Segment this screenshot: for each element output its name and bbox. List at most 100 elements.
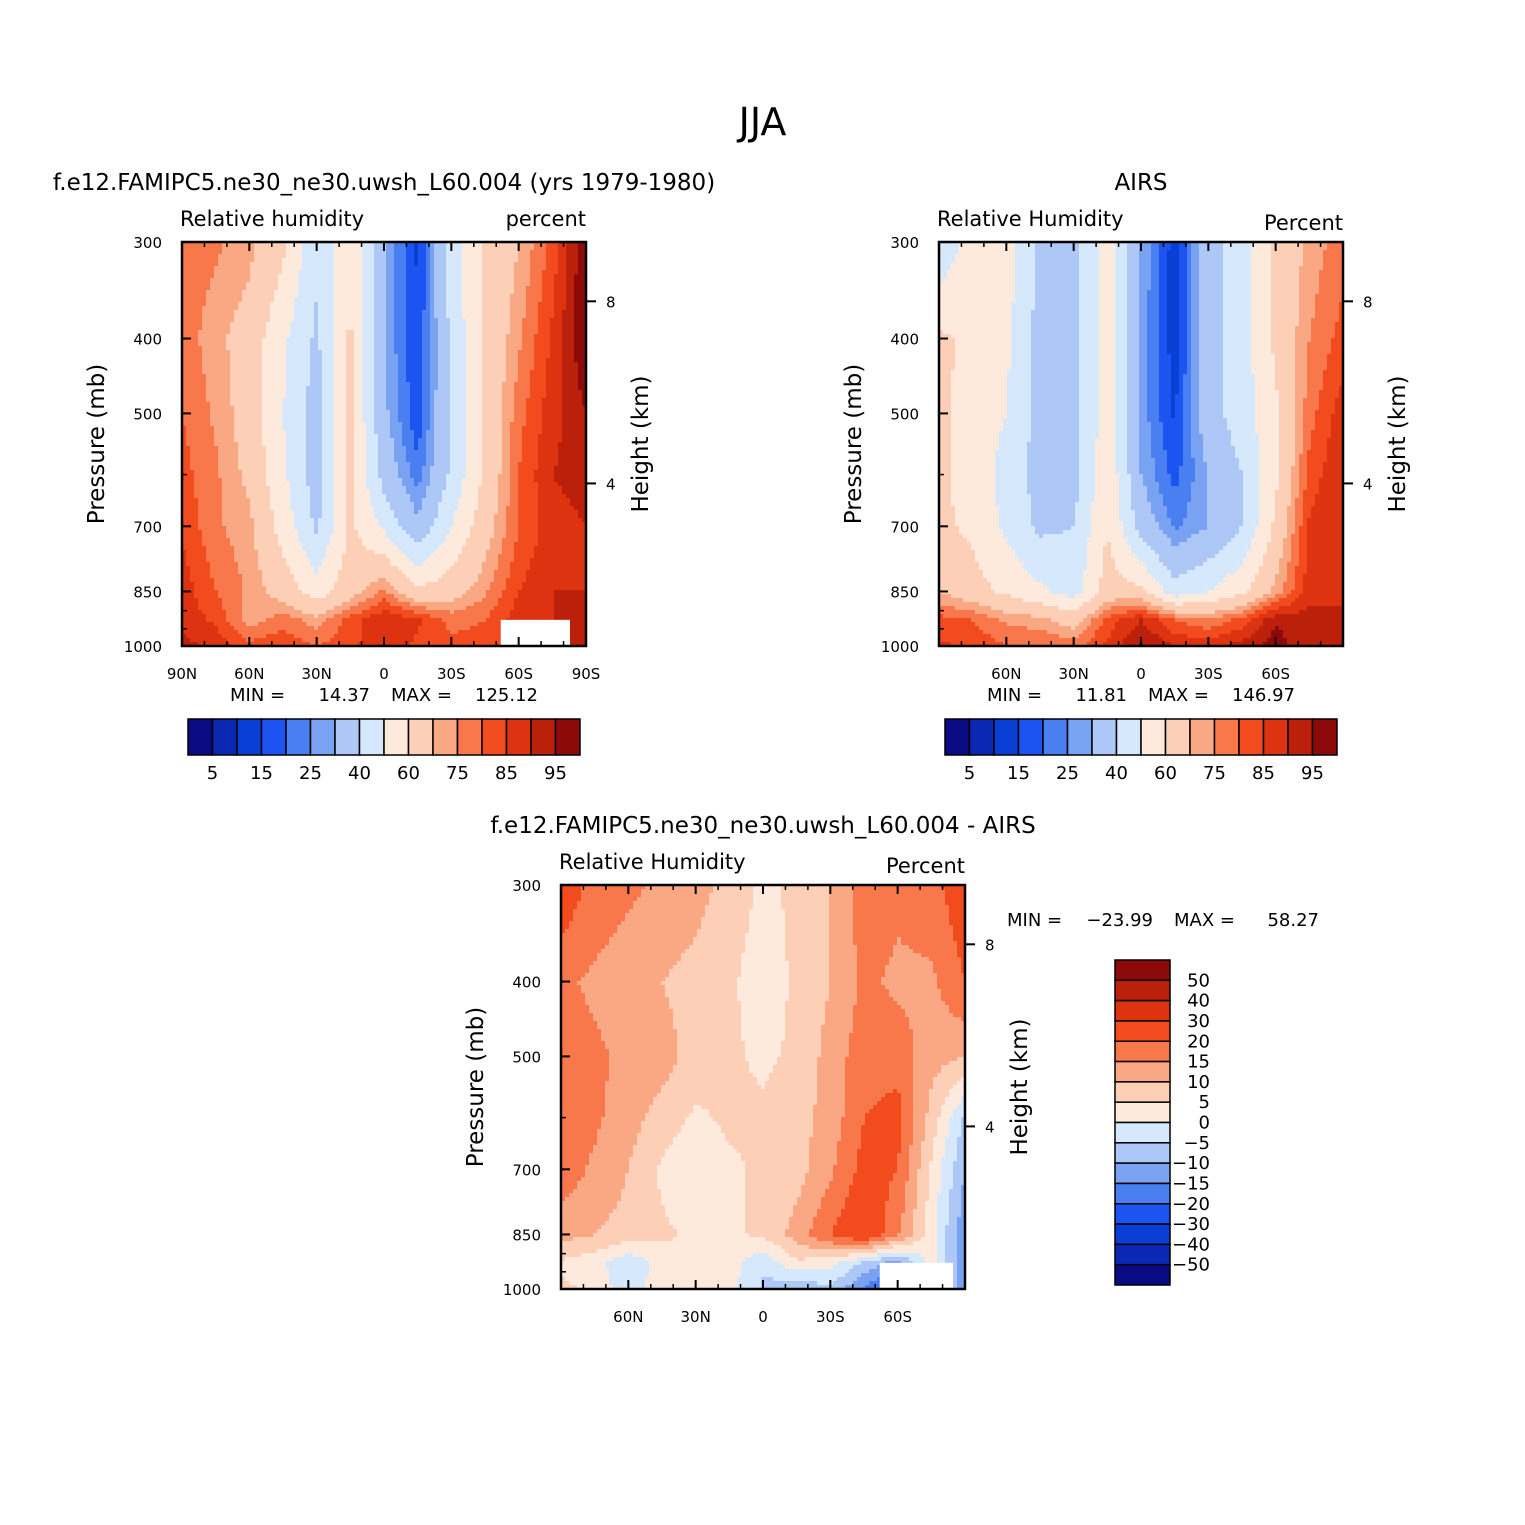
contour-cell	[526, 398, 543, 403]
contour-cell	[422, 330, 431, 335]
contour-cell	[1275, 490, 1292, 495]
contour-cell	[1187, 262, 1192, 267]
contour-cell	[562, 362, 579, 367]
contour-cell	[1147, 486, 1160, 491]
contour-cell	[498, 566, 511, 571]
contour-cell	[1199, 362, 1224, 367]
contour-cell	[939, 642, 952, 647]
contour-cell	[1099, 382, 1116, 387]
contour-cell	[939, 622, 976, 627]
contour-cell	[829, 997, 858, 1002]
contour-cell	[278, 542, 303, 547]
contour-cell	[286, 246, 303, 251]
contour-cell	[1271, 242, 1304, 247]
contour-cell	[190, 454, 219, 459]
contour-cell	[605, 1113, 646, 1118]
contour-cell	[322, 354, 335, 359]
contour-cell	[394, 306, 407, 311]
contour-cell	[1207, 590, 1248, 595]
contour-cell	[386, 358, 399, 363]
contour-cell	[578, 366, 587, 371]
contour-cell	[1183, 406, 1192, 411]
contour-cell	[1295, 438, 1304, 443]
contour-cell	[1271, 306, 1300, 311]
contour-cell	[1027, 450, 1080, 455]
contour-cell	[1171, 570, 1188, 575]
contour-cell	[1167, 250, 1180, 255]
contour-cell	[1011, 362, 1032, 367]
contour-cell	[410, 558, 427, 563]
contour-cell	[386, 354, 399, 359]
contour-cell	[446, 282, 463, 287]
contour-cell	[562, 402, 583, 407]
y-axis-right-label: Height (km)	[1385, 375, 1411, 512]
contour-cell	[1031, 426, 1080, 431]
contour-cell	[1179, 254, 1188, 259]
contour-cell	[546, 262, 559, 267]
contour-cell	[182, 282, 211, 287]
contour-cell	[182, 634, 187, 639]
max-label: MAX =	[391, 685, 452, 706]
contour-cell	[346, 422, 355, 427]
contour-cell	[1115, 358, 1128, 363]
contour-cell	[562, 314, 575, 319]
contour-cell	[422, 354, 431, 359]
contour-cell	[913, 1037, 966, 1042]
contour-cell	[1271, 286, 1300, 291]
contour-cell	[386, 274, 395, 279]
contour-cell	[334, 258, 363, 263]
contour-cell	[390, 414, 399, 419]
contour-cell	[1291, 498, 1296, 503]
contour-cell	[198, 518, 223, 523]
contour-cell	[410, 418, 423, 423]
contour-cell	[945, 1137, 958, 1142]
contour-cell	[1119, 506, 1132, 511]
contour-cell	[829, 969, 858, 974]
contour-cell	[342, 618, 363, 623]
contour-cell	[645, 885, 714, 890]
contour-cell	[813, 1105, 846, 1110]
contour-cell	[1295, 518, 1304, 523]
contour-cell	[466, 538, 491, 543]
contour-cell	[466, 374, 483, 379]
contour-cell	[182, 626, 219, 631]
contour-cell	[194, 486, 223, 491]
contour-cell	[1111, 546, 1132, 551]
contour-cell	[286, 450, 307, 455]
contour-cell	[382, 526, 403, 531]
contour-cell	[1111, 634, 1128, 639]
contour-cell	[370, 490, 383, 495]
contour-cell	[1275, 510, 1288, 515]
contour-cell	[1299, 494, 1304, 499]
contour-cell	[450, 386, 467, 391]
contour-cell	[957, 953, 966, 958]
contour-cell	[1179, 386, 1184, 391]
contour-cell	[829, 885, 854, 890]
contour-cell	[266, 634, 295, 639]
contour-cell	[482, 330, 511, 335]
contour-cell	[1295, 326, 1312, 331]
contour-cell	[398, 390, 411, 395]
contour-cell	[386, 498, 411, 503]
contour-cell	[462, 486, 479, 491]
contour-cell	[1127, 610, 1148, 615]
contour-cell	[561, 1085, 606, 1090]
contour-cell	[905, 1013, 954, 1018]
contour-cell	[214, 442, 239, 447]
contour-cell	[1115, 366, 1128, 371]
contour-cell	[182, 442, 187, 447]
contour-cell	[1295, 522, 1304, 527]
contour-cell	[510, 442, 523, 447]
contour-cell	[939, 606, 956, 611]
contour-cell	[482, 598, 499, 603]
contour-cell	[558, 454, 587, 459]
contour-cell	[693, 937, 746, 942]
contour-cell	[829, 985, 858, 990]
contour-cell	[238, 566, 259, 571]
contour-cell	[234, 558, 259, 563]
contour-cell	[430, 290, 435, 295]
contour-cell	[354, 594, 375, 599]
contour-cell	[262, 418, 283, 423]
contour-cell	[518, 478, 535, 483]
contour-cell	[1183, 518, 1208, 523]
